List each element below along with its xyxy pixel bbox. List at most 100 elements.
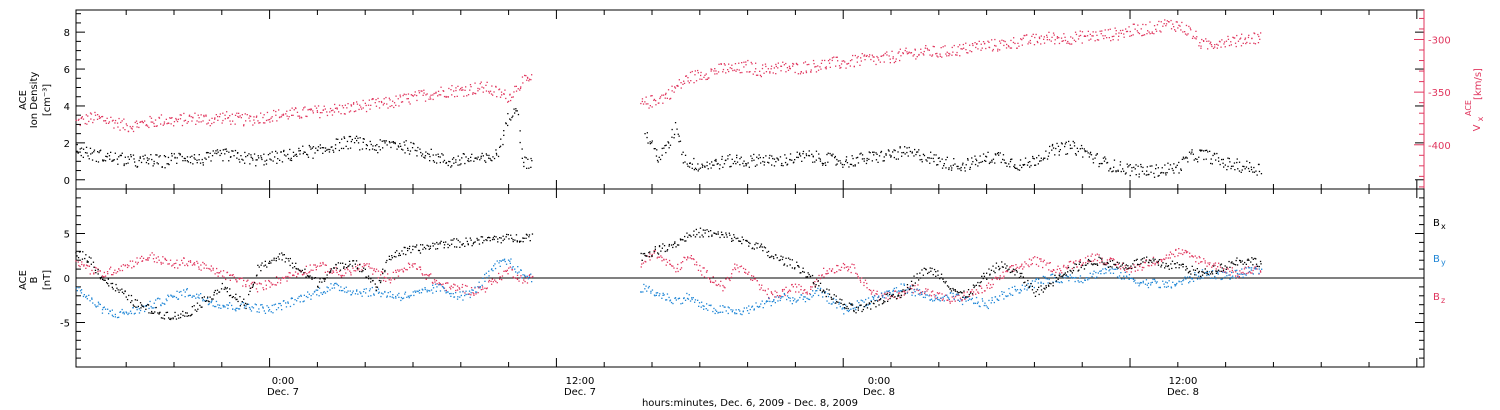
velocity-point [437, 95, 439, 97]
bx-point [356, 268, 358, 270]
by-point [338, 289, 341, 292]
bz-point [236, 280, 238, 282]
by-point [109, 310, 111, 312]
bx-point [789, 264, 791, 266]
bx-point [658, 245, 661, 248]
bz-point [165, 259, 168, 261]
velocity-point [1244, 37, 1247, 39]
velocity-point [1224, 46, 1226, 48]
velocity-point [676, 85, 678, 87]
bx-point [675, 246, 677, 248]
bx-point [318, 281, 321, 283]
bz-point [690, 258, 693, 260]
velocity-point [1063, 33, 1065, 35]
bz-point [418, 266, 421, 268]
bz-point [1122, 262, 1124, 264]
by-point [1040, 282, 1042, 284]
bz-point [1015, 264, 1017, 266]
bx-point [300, 271, 302, 273]
velocity-point [866, 54, 868, 57]
by-point [1208, 274, 1210, 276]
by-point [272, 312, 274, 314]
bx-point [710, 230, 712, 232]
velocity-point [731, 64, 733, 66]
velocity-point [877, 57, 879, 59]
velocity-point [371, 98, 374, 100]
ion-density-point [219, 149, 221, 152]
velocity-point [525, 75, 527, 77]
bx-point [82, 251, 84, 253]
ion-density-point [490, 159, 492, 161]
by-point [1033, 286, 1035, 289]
ion-density-point [357, 137, 359, 139]
by-point [1180, 281, 1182, 283]
velocity-point [1228, 44, 1231, 47]
ion-density-point [156, 162, 158, 164]
ion-density-point [693, 169, 695, 171]
velocity-point [338, 104, 341, 106]
ion-density-point [885, 154, 887, 156]
bz-point [1243, 268, 1246, 270]
ion-density-point [181, 155, 183, 158]
bz-point [1042, 266, 1044, 269]
bz-point [1134, 270, 1136, 272]
by-point [1099, 270, 1101, 272]
bz-point [783, 288, 785, 291]
bz-point [861, 277, 863, 279]
velocity-point [1159, 30, 1161, 32]
by-point [172, 296, 174, 298]
ion-density-point [938, 157, 940, 159]
bz-point [660, 255, 662, 257]
ion-density-point [1019, 164, 1021, 166]
bz-point [454, 284, 456, 286]
bx-point [347, 265, 349, 268]
ion-density-point [1061, 143, 1063, 145]
ion-density-point [822, 164, 824, 166]
bx-point [412, 248, 414, 251]
velocity-point [898, 51, 900, 53]
velocity-point [1109, 28, 1111, 30]
bx-point [370, 281, 372, 283]
velocity-point [156, 125, 158, 127]
velocity-point [1175, 30, 1177, 32]
ion-density-point [373, 149, 376, 151]
bz-point [843, 267, 846, 269]
velocity-point [227, 117, 229, 119]
bx-point [465, 237, 467, 239]
velocity-point [136, 122, 138, 125]
bz-point [1131, 267, 1133, 269]
bx-point [900, 294, 902, 296]
ion-density-point [960, 166, 962, 169]
by-point [478, 281, 480, 283]
bz-point [991, 286, 993, 289]
velocity-point [271, 120, 274, 122]
bx-point [314, 277, 317, 279]
ion-density-point [182, 160, 184, 162]
by-point [360, 292, 362, 295]
by-point [871, 296, 874, 298]
ion-density-point [971, 157, 973, 159]
ion-density-point [312, 146, 315, 148]
velocity-point [687, 77, 689, 79]
ion-density-point [299, 150, 301, 152]
velocity-point [1078, 35, 1080, 37]
bx-point [802, 267, 804, 269]
bz-point [484, 291, 487, 293]
bx-point [522, 241, 524, 243]
velocity-point [116, 122, 119, 124]
bz-point [292, 274, 294, 276]
ion-density-point [681, 153, 683, 156]
ion-density-point [954, 163, 956, 165]
velocity-point [792, 65, 794, 67]
ion-density-point [350, 140, 352, 143]
ion-density-point [251, 157, 254, 159]
ion-density-point [883, 156, 885, 158]
velocity-point [319, 112, 322, 114]
bx-point [462, 243, 464, 245]
velocity-point [477, 90, 479, 92]
bz-point [692, 258, 694, 260]
by-point [197, 296, 199, 298]
ion-density-point [808, 154, 810, 157]
velocity-point [1148, 31, 1150, 33]
velocity-point [1073, 39, 1075, 41]
